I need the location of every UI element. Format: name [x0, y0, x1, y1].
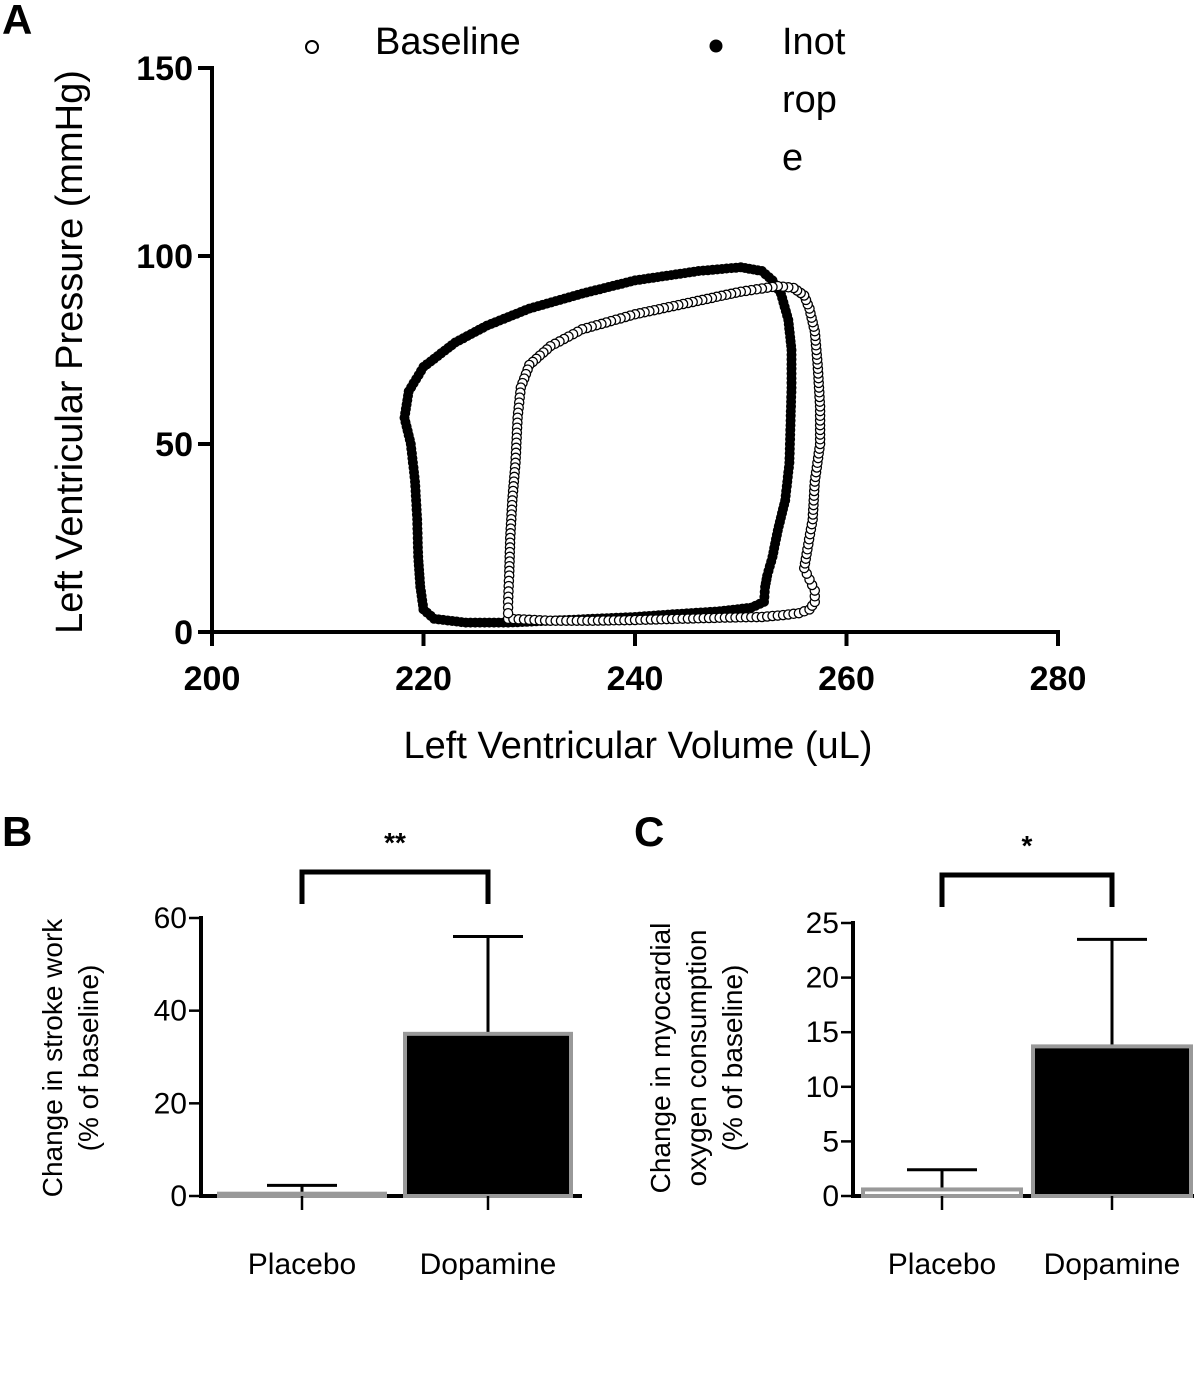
y-axis-label-b-line1: Change in stroke work — [37, 918, 68, 1198]
y-tick-label: 0 — [822, 1180, 839, 1213]
panel-label-c: C — [634, 808, 664, 855]
legend-a: Baseline Inot rop e — [305, 21, 846, 179]
x-tick-label-a: 260 — [818, 660, 875, 698]
legend-marker-baseline — [305, 40, 319, 54]
y-tick-label-a: 150 — [136, 50, 193, 88]
axis-ticks-a: 200 220 240 260 280 0 50 100 150 — [136, 50, 1086, 698]
significance-label: * — [1022, 830, 1033, 861]
bars-c: 0 5 10 15 20 25 Placebo Dopamine * — [806, 830, 1193, 1281]
y-tick-label: 60 — [154, 902, 187, 935]
x-tick-label-a: 200 — [184, 660, 241, 698]
y-tick-label-a: 0 — [174, 614, 193, 652]
bar-dopamine — [403, 1031, 573, 1199]
bar-placebo — [861, 1187, 1023, 1198]
legend-label-inotrope: Inot rop e — [782, 21, 846, 179]
significance-label: ** — [384, 827, 406, 858]
y-tick-label: 20 — [154, 1087, 187, 1120]
legend-marker-inotrope — [709, 39, 723, 53]
x-tick-label: Placebo — [248, 1248, 356, 1281]
x-tick-label-a: 240 — [607, 660, 664, 698]
y-tick-label: 25 — [806, 907, 839, 940]
inotrope-point — [418, 604, 429, 615]
panel-label-a: A — [2, 0, 32, 43]
y-tick-label: 15 — [806, 1016, 839, 1049]
panel-b: B 0 20 40 60 Placebo Dopamine ** Change in str… — [2, 808, 582, 1281]
panel-c: C 0 5 10 15 20 25 Placebo Dopamine * Change in m… — [634, 808, 1194, 1281]
y-tick-label: 10 — [806, 1071, 839, 1104]
pv-loops — [399, 262, 826, 628]
y-tick-label: 20 — [806, 962, 839, 995]
significance-bracket — [299, 869, 491, 904]
y-axis-label-a: Left Ventricular Pressure (mmHg) — [49, 70, 91, 634]
bar-dopamine — [1031, 1044, 1193, 1198]
y-tick-label-a: 100 — [136, 238, 193, 276]
y-axis-label-c-line2: oxygen consumption — [681, 930, 712, 1187]
x-tick-label-a: 280 — [1030, 660, 1087, 698]
legend-label-baseline: Baseline — [375, 21, 521, 63]
y-axis-label-b-line2: (% of baseline) — [73, 965, 104, 1152]
y-axis-label-c-line1: Change in myocardial — [645, 923, 676, 1194]
x-tick-label: Dopamine — [1044, 1248, 1181, 1281]
x-tick-label: Dopamine — [420, 1248, 557, 1281]
bar-placebo — [217, 1191, 387, 1199]
y-axis-label-c-line3: (% of baseline) — [717, 965, 748, 1152]
x-tick-label-a: 220 — [395, 660, 452, 698]
panel-label-b: B — [2, 808, 32, 855]
panel-a: A 200 220 240 260 280 0 50 100 150 Left Ventricu… — [2, 0, 1086, 767]
significance-bracket — [939, 872, 1115, 907]
y-tick-label: 5 — [822, 1125, 839, 1158]
x-axis-label-a: Left Ventricular Volume (uL) — [404, 725, 873, 767]
bars-b: 0 20 40 60 Placebo Dopamine ** — [154, 827, 573, 1281]
y-tick-label-a: 50 — [155, 426, 193, 464]
x-tick-label: Placebo — [888, 1248, 996, 1281]
y-tick-label: 40 — [154, 995, 187, 1028]
y-tick-label: 0 — [170, 1180, 187, 1213]
baseline-point — [502, 607, 514, 619]
